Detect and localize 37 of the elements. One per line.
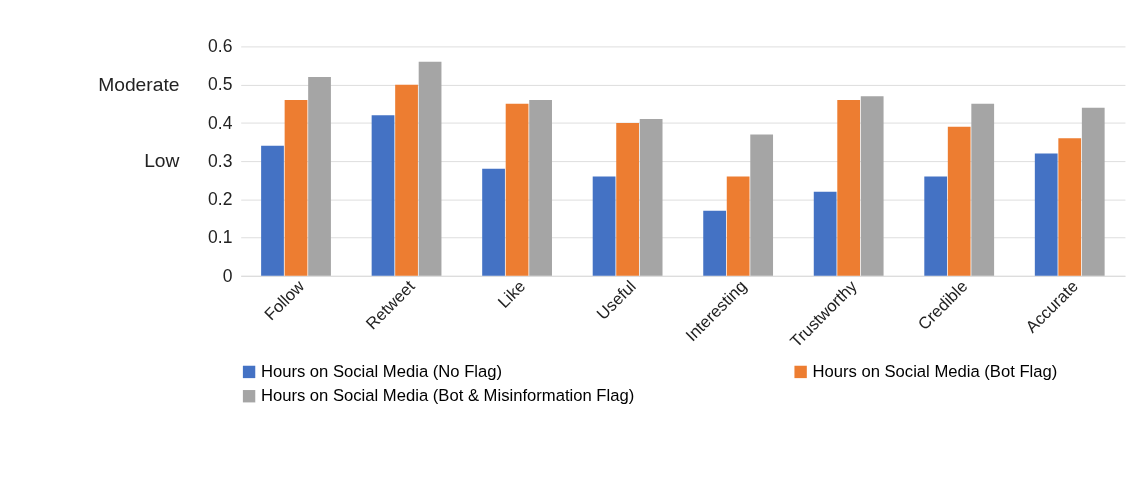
- bar: [395, 84, 418, 276]
- bar: [971, 103, 995, 276]
- bar: [924, 176, 948, 276]
- bar: [860, 96, 884, 276]
- y-tick-label: 0.5: [208, 74, 233, 95]
- bar: [529, 99, 552, 276]
- bar: [261, 145, 284, 276]
- y-tick-label: 0.4: [208, 112, 233, 133]
- y-tick-label: 0.1: [208, 227, 233, 248]
- bar: [639, 119, 663, 276]
- bar: [505, 103, 529, 276]
- bar: [726, 176, 750, 276]
- bar: [813, 191, 837, 276]
- bar: [308, 77, 331, 276]
- bar: [1081, 107, 1105, 276]
- bar: [284, 99, 308, 276]
- bar: [371, 115, 395, 276]
- bar: [1058, 138, 1082, 276]
- y-tick-label: 0.3: [208, 150, 233, 171]
- text: Low: [144, 150, 180, 172]
- y-tick-label: 0.6: [208, 36, 233, 57]
- bar: [750, 134, 774, 276]
- y-tick-label: 0: [222, 265, 233, 286]
- x-tick-label: Like: [494, 276, 530, 312]
- bar: [616, 122, 639, 276]
- bar: [703, 210, 727, 276]
- bar: [947, 126, 971, 276]
- bar: [837, 99, 861, 276]
- bar: [482, 168, 505, 276]
- legend-label: Hours on Social Media (Bot & Misinformation Flag): [260, 386, 635, 406]
- text: Moderate: [98, 73, 180, 95]
- legend-label: Hours on Social Media (No Flag): [260, 362, 503, 382]
- bar: [592, 176, 616, 276]
- bar: [418, 61, 442, 276]
- bar: [1034, 153, 1058, 276]
- y-tick-label: 0.2: [208, 189, 233, 210]
- legend-label: Hours on Social Media (Bot Flag): [812, 362, 1058, 382]
